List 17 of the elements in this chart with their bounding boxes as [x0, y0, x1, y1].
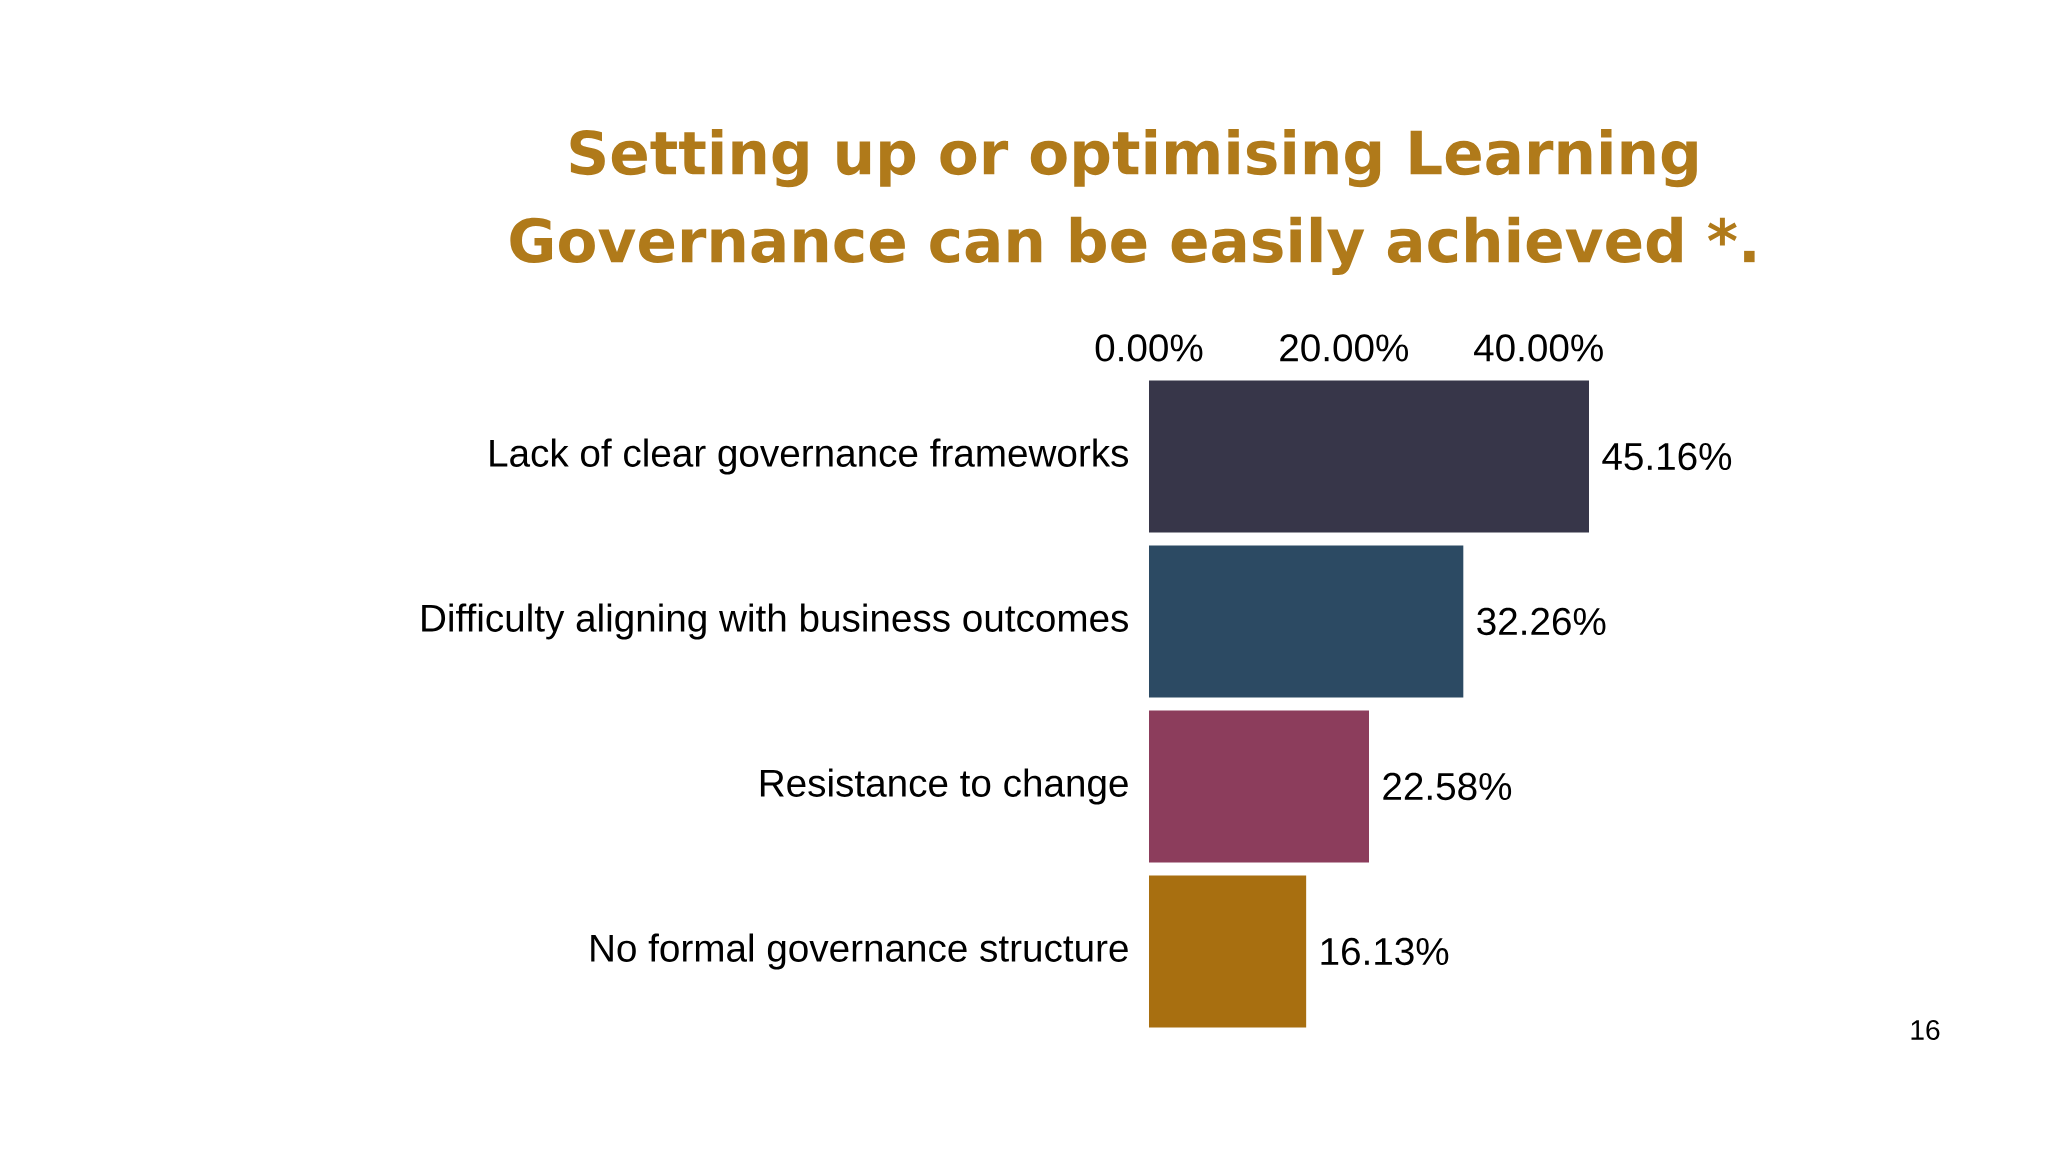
chart-title: Setting up or optimising Learning Governance can be easily achieved *. — [510, 128, 1755, 276]
y-tick-label: Resistance to change — [760, 768, 1128, 805]
bar — [1149, 380, 1589, 533]
x-tick-label: 20.00% — [1280, 334, 1408, 362]
data-label: 16.13% — [1321, 937, 1449, 966]
y-tick-label: Lack of clear governance frameworks — [490, 438, 1129, 475]
y-tick-label: No formal governance structure — [591, 933, 1128, 970]
data-label: 32.26% — [1477, 607, 1606, 636]
data-label: 45.16% — [1602, 442, 1732, 471]
x-tick-label: 40.00% — [1474, 334, 1603, 362]
bar — [1149, 875, 1307, 1028]
x-tick-label: 0.00% — [1095, 334, 1203, 362]
y-tick-label: Difficulty aligning with business outcomes — [422, 603, 1128, 640]
text: 16 — [1911, 1020, 1940, 1040]
bar — [1149, 710, 1369, 863]
bar — [1149, 545, 1464, 698]
data-label: 22.58% — [1383, 772, 1512, 801]
